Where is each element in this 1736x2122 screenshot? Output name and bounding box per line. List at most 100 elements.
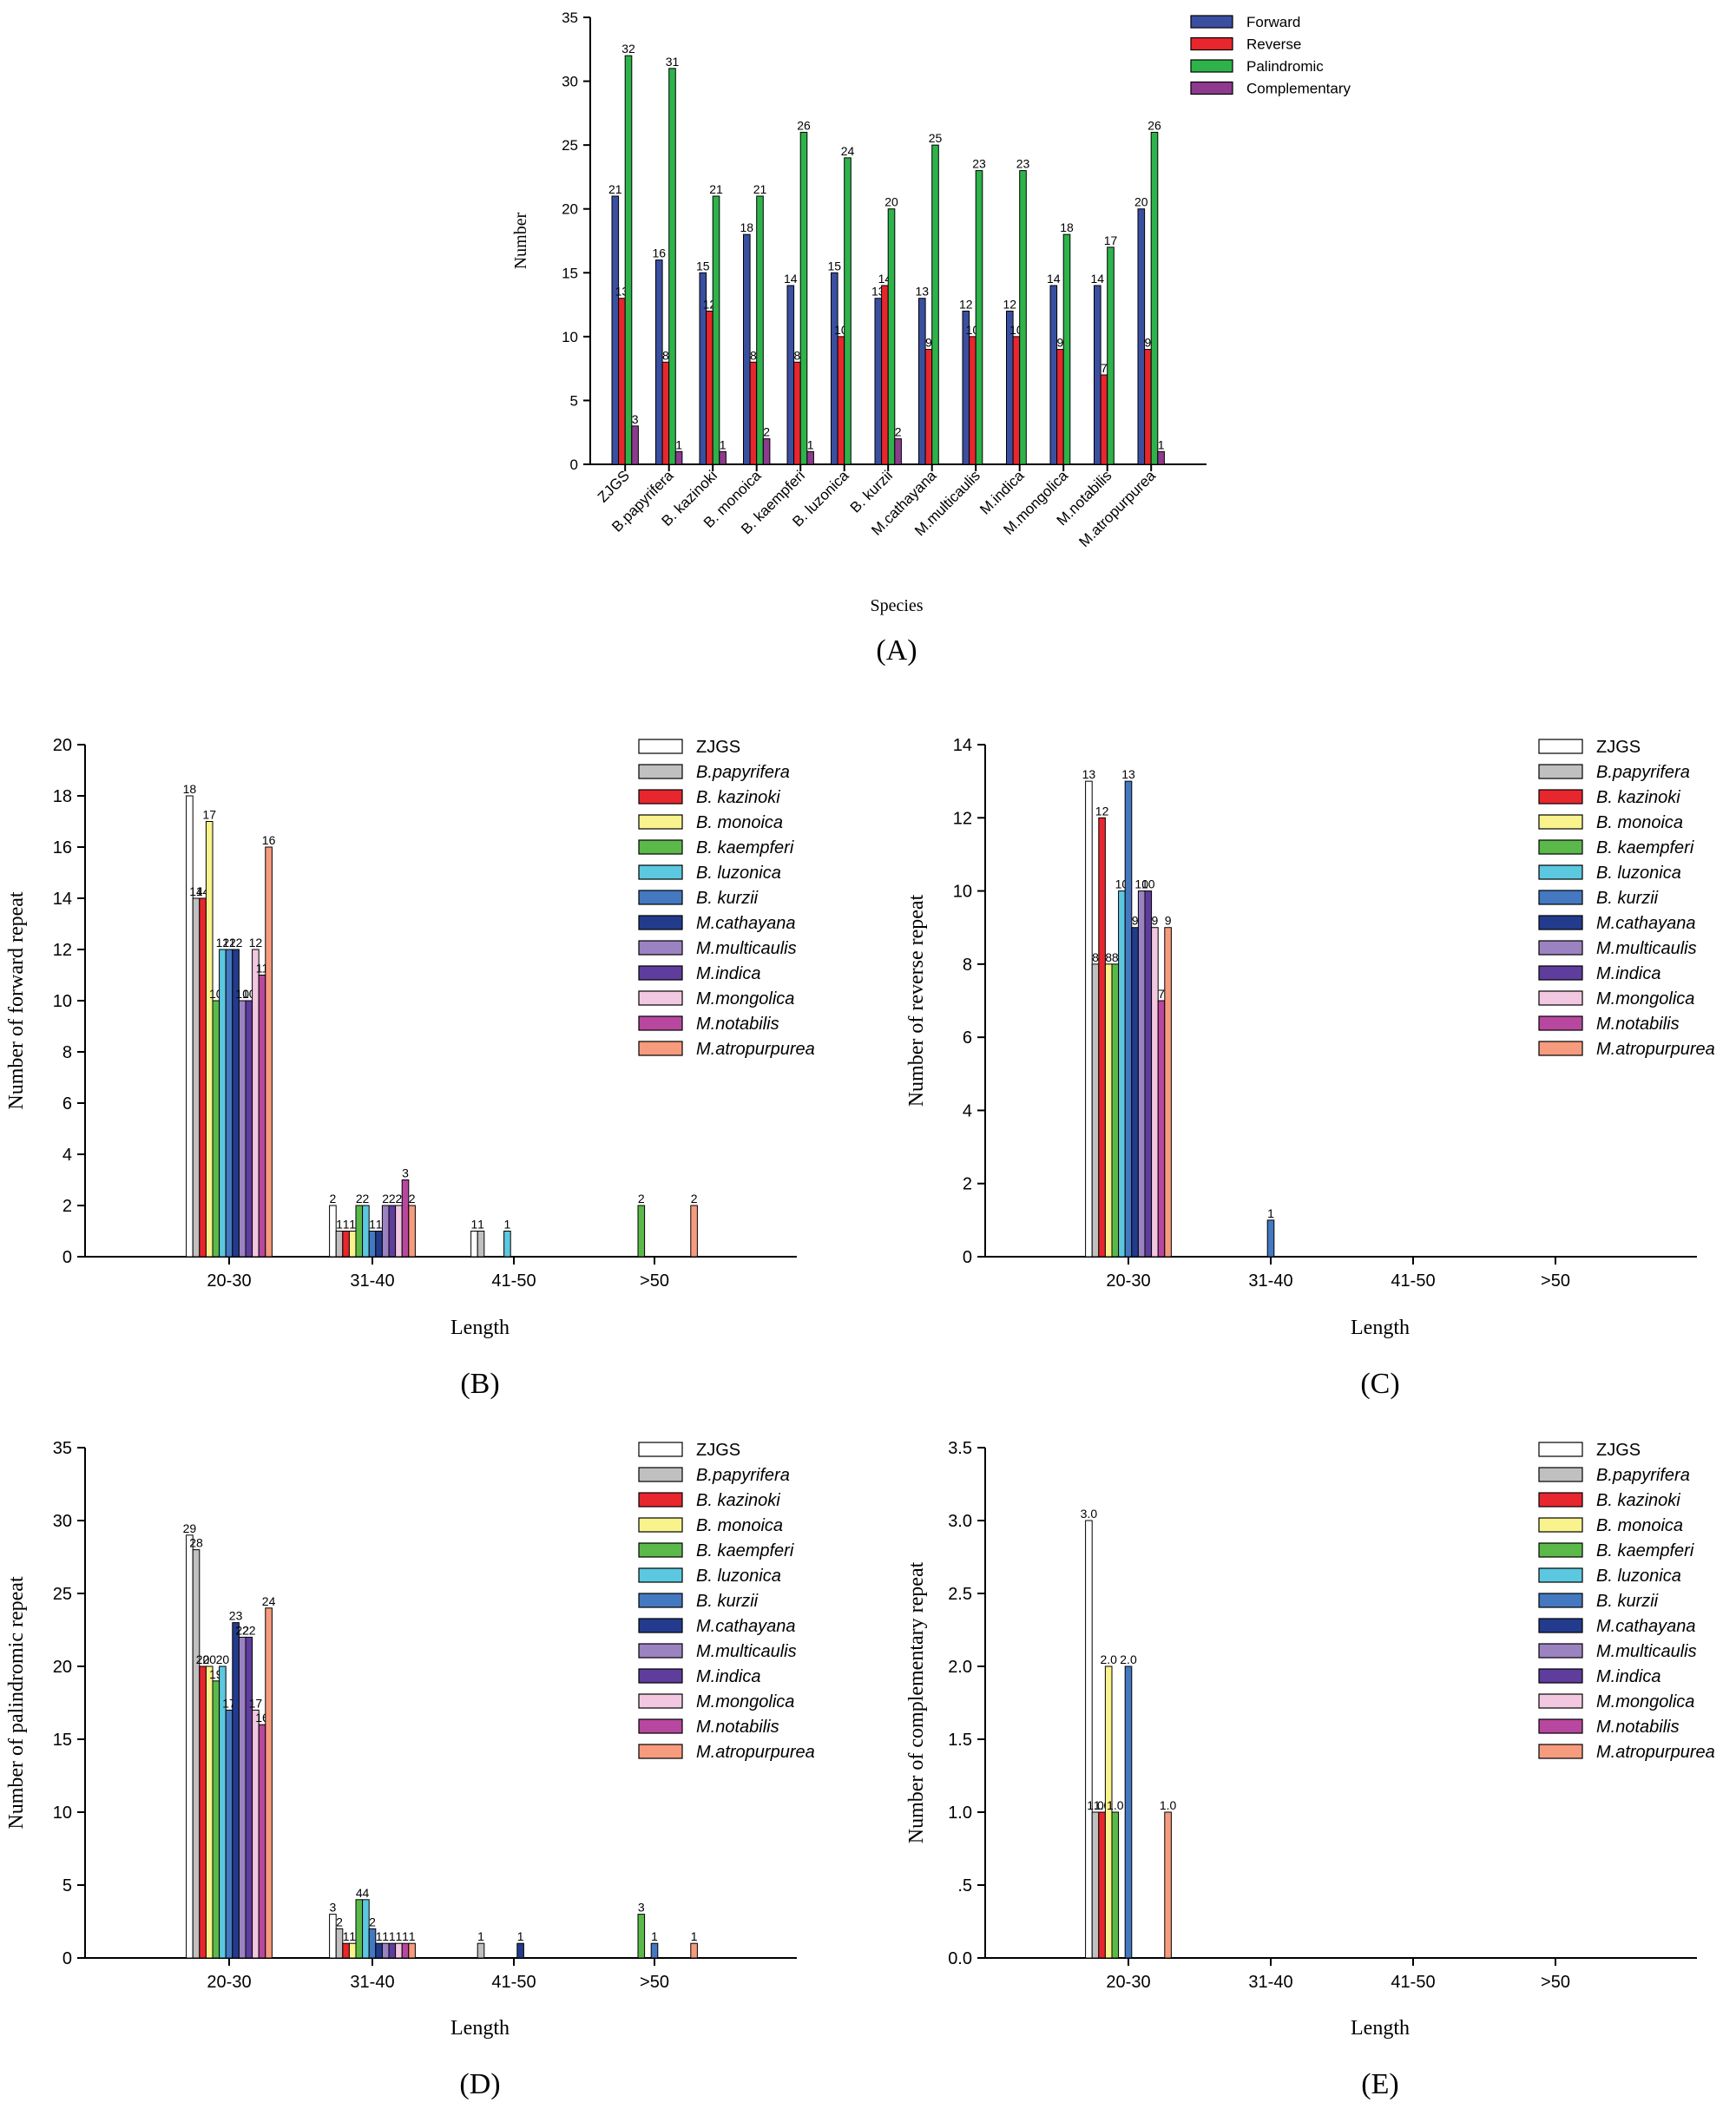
data-label: 14	[1091, 272, 1105, 286]
bar	[690, 1942, 698, 1959]
legend-label: M.mongolica	[1596, 1692, 1694, 1711]
bar	[258, 975, 266, 1258]
x-tick-label: 20-30	[1106, 1973, 1150, 1992]
legend-label: M.mongolica	[696, 989, 794, 1008]
legend-label: M.cathayana	[1596, 914, 1696, 933]
legend-swatch	[1538, 1492, 1583, 1508]
data-label: 10	[235, 987, 249, 1001]
y-axis-title: Number of palindromic repeat	[5, 1576, 28, 1830]
legend-label: B.papyrifera	[696, 1466, 790, 1485]
data-label: 13	[916, 285, 930, 299]
bar	[975, 170, 983, 465]
data-label: 12	[216, 936, 230, 949]
y-tick-label: 3.0	[948, 1512, 972, 1531]
bar	[831, 272, 838, 465]
data-label: 9	[1132, 914, 1139, 928]
data-label: 2	[895, 425, 902, 439]
panel-label: (A)	[876, 634, 917, 667]
data-label: 25	[929, 131, 943, 145]
y-tick-label: 25	[53, 1585, 72, 1604]
y-tick-label: 8	[62, 1043, 72, 1062]
legend-swatch	[638, 1593, 683, 1608]
legend-swatch	[1190, 36, 1233, 51]
bar	[225, 1709, 233, 1959]
data-label: 1	[651, 1929, 658, 1943]
bar	[258, 1724, 266, 1959]
legend-swatch	[638, 940, 683, 956]
y-tick-label: 0	[570, 457, 578, 473]
data-label: 1	[369, 1218, 376, 1232]
bar	[329, 1205, 337, 1258]
bar	[1150, 131, 1159, 465]
legend-label: M.cathayana	[696, 1617, 796, 1636]
legend-swatch	[1538, 1593, 1583, 1608]
bar	[342, 1942, 350, 1959]
y-tick-label: 8	[963, 956, 972, 975]
x-tick-label: >50	[1541, 1271, 1570, 1291]
legend-label: M.mongolica	[696, 1692, 794, 1711]
legend-swatch	[1538, 1542, 1583, 1558]
y-tick-label: 6	[62, 1094, 72, 1114]
y-axis-title: Number of complementary repeat	[905, 1561, 928, 1843]
data-label: 3	[632, 412, 639, 426]
bar	[1085, 1520, 1093, 1959]
data-label: 12	[1095, 804, 1109, 818]
x-tick-label: 41-50	[491, 1973, 536, 1992]
legend-label: B.papyrifera	[1596, 763, 1690, 782]
bar	[637, 1914, 646, 1959]
legend-label: M.atropurpurea	[696, 1040, 815, 1059]
legend-swatch	[638, 1492, 683, 1508]
x-tick-label: 31-40	[1248, 1271, 1292, 1291]
x-axis-title: Length	[450, 1317, 510, 1339]
bar	[355, 1205, 364, 1258]
panel-label: (B)	[460, 1368, 499, 1400]
bar	[388, 1205, 397, 1258]
legend-swatch	[638, 839, 683, 855]
bar	[674, 450, 683, 465]
x-tick-label: 20-30	[1106, 1271, 1150, 1291]
data-label: 21	[709, 182, 723, 196]
bar	[1111, 963, 1120, 1258]
bar	[1157, 1000, 1166, 1258]
legend-swatch	[638, 739, 683, 754]
legend-label: M.multicaulis	[1596, 1642, 1697, 1661]
data-label: 1	[675, 437, 682, 451]
data-label: 8	[1105, 950, 1112, 964]
bar	[1144, 890, 1153, 1258]
data-label: 16	[653, 246, 667, 260]
data-label: 31	[666, 55, 680, 69]
data-label: 2	[363, 1192, 370, 1206]
data-label: 18	[740, 220, 754, 234]
legend-swatch	[1538, 1643, 1583, 1659]
y-tick-label: 16	[53, 838, 72, 857]
legend-swatch	[1538, 940, 1583, 956]
bar	[368, 1231, 377, 1258]
bar	[219, 949, 227, 1258]
bar	[199, 1665, 207, 1959]
x-tick-label: 31-40	[1248, 1973, 1292, 1992]
y-axis-title: Number of reverse repeat	[905, 894, 928, 1107]
bar	[837, 336, 845, 465]
bar	[887, 208, 896, 465]
bar	[719, 450, 727, 465]
data-label: 2	[638, 1192, 645, 1206]
x-tick-label: ZJGS	[595, 467, 633, 505]
legend-label: B. kaempferi	[1596, 838, 1694, 857]
data-label: 1	[720, 437, 727, 451]
legend-swatch	[638, 1542, 683, 1558]
legend-swatch	[638, 764, 683, 779]
bar	[186, 795, 194, 1258]
bar	[1098, 817, 1106, 1258]
legend-swatch	[1538, 1442, 1583, 1457]
legend-swatch	[638, 1693, 683, 1709]
data-label: 12	[222, 936, 236, 949]
legend-label: ZJGS	[1596, 738, 1641, 757]
legend-label: M.multicaulis	[696, 1642, 797, 1661]
bar	[329, 1914, 337, 1959]
legend-swatch	[1538, 864, 1583, 880]
data-label: 2	[389, 1192, 396, 1206]
panel-label: (C)	[1360, 1368, 1399, 1400]
data-label: 22	[242, 1623, 256, 1637]
y-tick-label: 35	[562, 10, 578, 26]
legend-label: B. monoica	[696, 813, 783, 832]
